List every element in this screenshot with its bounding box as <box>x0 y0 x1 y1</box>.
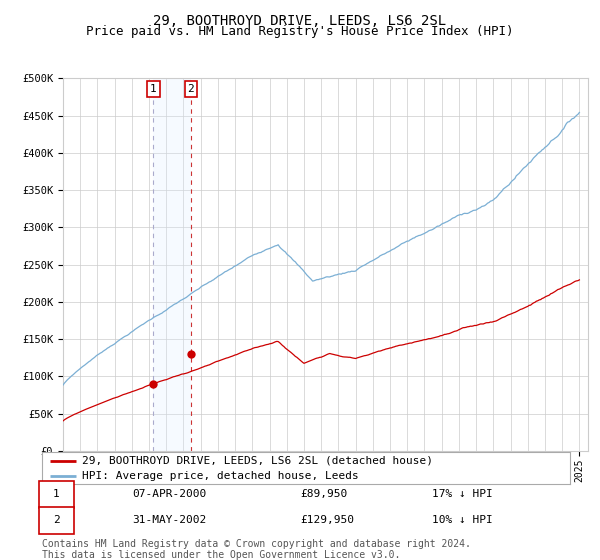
Text: Price paid vs. HM Land Registry's House Price Index (HPI): Price paid vs. HM Land Registry's House … <box>86 25 514 38</box>
Text: 31-MAY-2002: 31-MAY-2002 <box>132 515 206 525</box>
Text: HPI: Average price, detached house, Leeds: HPI: Average price, detached house, Leed… <box>82 472 358 481</box>
Bar <box>154 78 191 451</box>
Text: £89,950: £89,950 <box>300 489 347 500</box>
Text: £129,950: £129,950 <box>300 515 354 525</box>
Text: 1: 1 <box>150 84 157 94</box>
Text: 10% ↓ HPI: 10% ↓ HPI <box>432 515 493 525</box>
Text: Contains HM Land Registry data © Crown copyright and database right 2024.
This d: Contains HM Land Registry data © Crown c… <box>42 539 471 560</box>
Text: 17% ↓ HPI: 17% ↓ HPI <box>432 489 493 500</box>
Text: 29, BOOTHROYD DRIVE, LEEDS, LS6 2SL: 29, BOOTHROYD DRIVE, LEEDS, LS6 2SL <box>154 14 446 28</box>
Text: 2: 2 <box>53 515 60 525</box>
Text: 07-APR-2000: 07-APR-2000 <box>132 489 206 500</box>
Text: 1: 1 <box>53 489 60 500</box>
Text: 29, BOOTHROYD DRIVE, LEEDS, LS6 2SL (detached house): 29, BOOTHROYD DRIVE, LEEDS, LS6 2SL (det… <box>82 456 433 466</box>
Text: 2: 2 <box>187 84 194 94</box>
